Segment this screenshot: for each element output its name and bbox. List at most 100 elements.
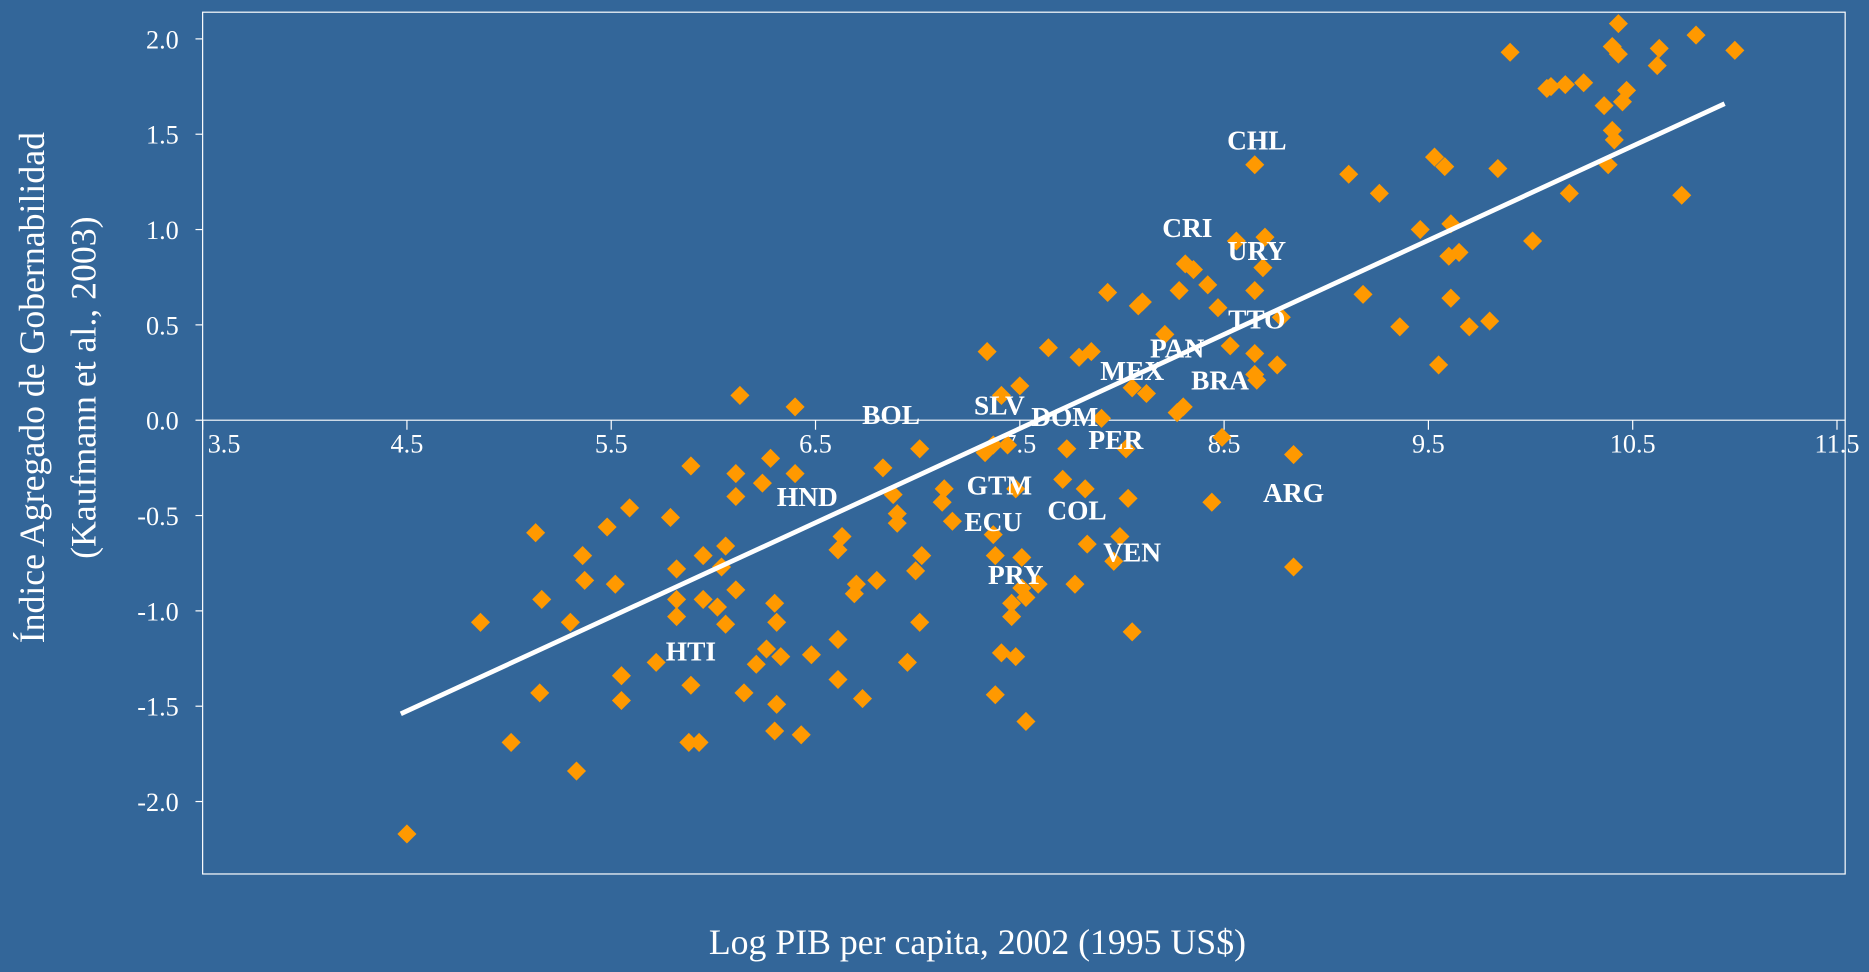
data-point <box>1284 444 1304 465</box>
data-point <box>681 456 701 476</box>
country-label: ARG <box>1263 478 1324 508</box>
data-point <box>1122 622 1142 642</box>
data-point <box>693 546 713 566</box>
y-tick-label: 0.5 <box>146 311 179 340</box>
trend-line <box>399 101 1726 716</box>
data-point <box>1038 338 1058 358</box>
data-point <box>1253 258 1273 278</box>
data-point <box>1649 38 1669 58</box>
country-label: GTM <box>967 471 1033 501</box>
country-label: MEX <box>1100 356 1164 386</box>
x-axis-title: Log PIB per capita, 2002 (1995 US$) <box>709 922 1246 962</box>
country-label: CRI <box>1162 213 1212 243</box>
y-axis-title: (Kaufmann et al., 2003) <box>63 216 103 559</box>
data-point <box>611 666 631 686</box>
data-point <box>526 523 546 543</box>
data-point <box>1002 593 1022 613</box>
x-tick-label: 6.5 <box>799 429 832 458</box>
country-label: TTO <box>1228 305 1285 335</box>
data-point <box>1424 147 1445 167</box>
data-point <box>791 725 811 745</box>
country-label: HTI <box>666 636 716 666</box>
data-point <box>801 645 821 665</box>
country-label: BRA <box>1191 366 1249 396</box>
data-point <box>667 607 687 627</box>
data-point <box>1559 183 1579 203</box>
data-point <box>910 612 930 632</box>
x-tick-label: 4.5 <box>391 429 424 458</box>
country-label: PAN <box>1150 333 1204 363</box>
data-point <box>1202 492 1222 512</box>
data-point <box>1122 378 1142 398</box>
data-point <box>1267 355 1287 375</box>
data-point <box>397 824 417 844</box>
y-tick-label: -2.0 <box>137 788 179 817</box>
country-label: URY <box>1228 236 1287 266</box>
country-label: PRY <box>988 560 1044 590</box>
data-point <box>1104 551 1124 571</box>
data-point <box>716 536 736 556</box>
data-point <box>942 511 962 531</box>
data-point <box>1500 42 1520 62</box>
y-tick-label: -1.5 <box>137 693 179 722</box>
country-label: BOL <box>862 400 920 430</box>
data-point <box>1255 227 1275 247</box>
data-point <box>597 517 617 537</box>
data-point <box>1136 383 1157 404</box>
data-point <box>1410 220 1430 240</box>
data-point <box>767 694 787 714</box>
data-point <box>1245 281 1265 301</box>
data-point <box>761 448 781 468</box>
data-point <box>620 498 640 518</box>
data-point <box>1081 342 1101 362</box>
data-point <box>1284 557 1304 577</box>
data-point <box>1608 14 1628 34</box>
data-point <box>934 479 954 499</box>
y-axis-title: Índice Agregado de Gobernabilidad <box>12 132 52 643</box>
country-label: HND <box>777 482 838 512</box>
data-point <box>932 492 952 512</box>
data-point <box>1541 77 1561 97</box>
data-point <box>1247 370 1267 390</box>
country-label: SLV <box>974 390 1025 420</box>
data-point <box>530 683 550 703</box>
data-point <box>1118 488 1138 508</box>
data-point <box>912 546 932 566</box>
data-point <box>707 597 727 617</box>
y-tick-label: 0.0 <box>146 407 179 436</box>
x-tick-label: 10.5 <box>1610 429 1656 458</box>
data-point <box>646 652 666 672</box>
data-point <box>765 593 785 613</box>
data-point <box>1245 155 1265 175</box>
data-point <box>660 507 681 527</box>
data-point <box>1488 159 1508 179</box>
data-point <box>897 652 917 672</box>
data-point <box>867 570 887 590</box>
data-point <box>1608 44 1628 64</box>
data-point <box>1672 185 1692 205</box>
y-tick-label: 1.0 <box>146 216 179 245</box>
x-tick-label: 5.5 <box>595 429 628 458</box>
data-point <box>1183 260 1203 280</box>
x-tick-label: 11.5 <box>1815 429 1860 458</box>
y-tick-label: -1.0 <box>137 597 179 626</box>
y-tick-label: -0.5 <box>137 502 179 531</box>
data-point <box>873 458 893 478</box>
country-label: PER <box>1088 425 1144 455</box>
country-label: ECU <box>964 507 1022 537</box>
data-point <box>681 675 701 695</box>
country-label: COL <box>1047 495 1106 525</box>
data-point <box>1429 355 1449 375</box>
data-point <box>1091 408 1112 428</box>
country-label: DOM <box>1031 402 1098 432</box>
data-point <box>985 546 1005 566</box>
data-point <box>785 464 805 484</box>
data-point <box>1155 324 1175 344</box>
y-tick-label: 2.0 <box>146 25 179 54</box>
data-point <box>1480 311 1500 331</box>
data-point <box>573 546 593 566</box>
country-label: CHL <box>1227 125 1286 155</box>
data-point <box>771 647 791 667</box>
